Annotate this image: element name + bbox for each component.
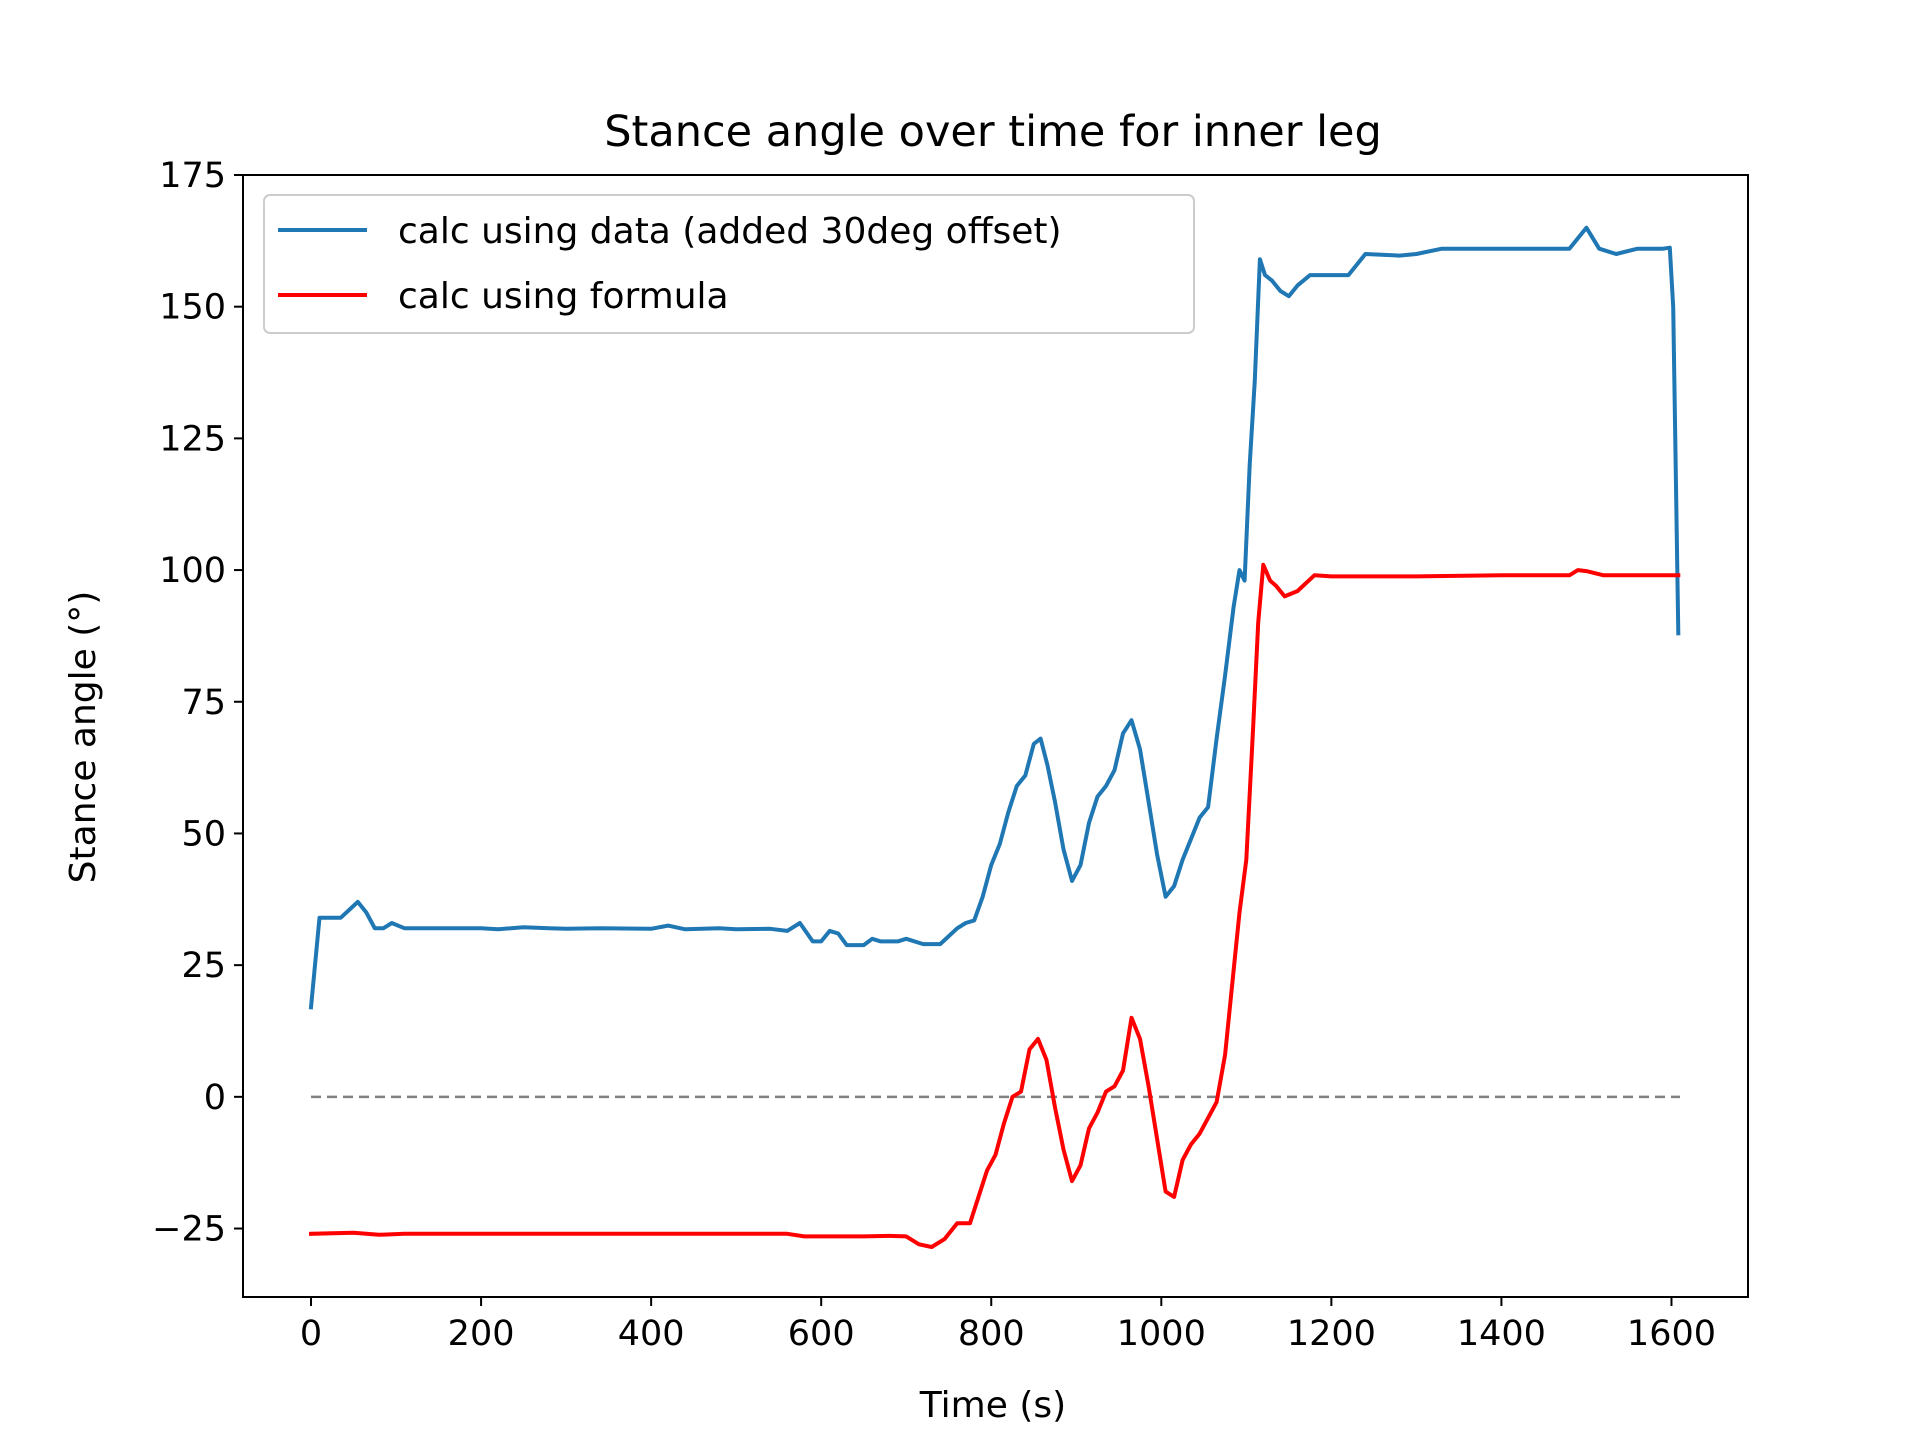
axes-frame — [242, 174, 1749, 1298]
y-tick-label: 25 — [181, 946, 226, 986]
x-tick-label: 1000 — [1117, 1314, 1206, 1354]
y-tick-label: 100 — [159, 551, 226, 591]
y-axis-label: Stance angle (°) — [63, 591, 104, 884]
series-line-formula — [308, 562, 1681, 1249]
series-line-data — [308, 225, 1681, 1010]
y-tick-label: 175 — [159, 156, 226, 196]
y-tick-label: 150 — [159, 288, 226, 328]
x-tick-label: 800 — [958, 1314, 1025, 1354]
y-tick-label: 0 — [204, 1078, 226, 1118]
x-tick-label: 600 — [788, 1314, 855, 1354]
x-tick-label: 1200 — [1287, 1314, 1376, 1354]
y-tick-label: 75 — [181, 683, 226, 723]
y-tick-label: −25 — [152, 1210, 226, 1250]
legend-label-data: calc using data (added 30deg offset) — [398, 211, 1062, 252]
legend: calc using data (added 30deg offset) cal… — [263, 194, 1195, 334]
x-tick-label: 400 — [618, 1314, 685, 1354]
y-tick-label: 125 — [159, 419, 226, 459]
x-tick-label: 200 — [448, 1314, 515, 1354]
plot-area: 0 200 400 600 800 1000 1200 1400 1600 −25 0 25 50 75 1… — [152, 156, 1749, 1354]
x-tick-label: 0 — [300, 1314, 322, 1354]
legend-label-formula: calc using formula — [398, 276, 729, 317]
chart-title: Stance angle over time for inner leg — [604, 107, 1382, 157]
y-tick-label: 50 — [181, 814, 226, 854]
legend-box — [263, 194, 1195, 334]
x-tick-label: 1600 — [1627, 1314, 1716, 1354]
x-tick-label: 1400 — [1457, 1314, 1546, 1354]
x-axis-label: Time (s) — [919, 1385, 1066, 1426]
